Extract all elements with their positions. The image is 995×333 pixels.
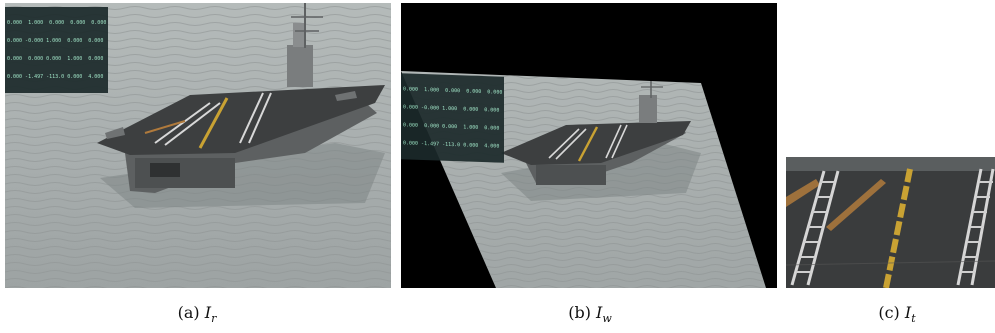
deck-ladder-right-2: [248, 92, 272, 144]
ladder-right-rungs: [961, 181, 993, 273]
island-upper: [293, 23, 305, 47]
deck-seam: [786, 260, 995, 266]
caption-b-label: (b): [568, 303, 591, 322]
caption-a-subscript: r: [211, 312, 217, 326]
caption-c-label: (c): [878, 303, 900, 322]
ladder-right-rail: [956, 168, 983, 286]
hud-line: 0.000 -1.497 -113.0 0.000 4.000: [7, 74, 104, 80]
hud-line: 0.000 1.000 0.000 0.000 0.000: [7, 20, 107, 26]
caption-a-label: (a): [177, 303, 200, 322]
deck-yellow-line: [198, 97, 229, 149]
deck-ladder-left: [154, 102, 211, 144]
ship-shadow: [100, 143, 385, 208]
caption-b: (b) Iw: [568, 303, 612, 325]
warped-ladder-left-2: [555, 128, 587, 160]
warped-yellow-line: [577, 126, 599, 162]
warped-flight-deck: [501, 121, 691, 165]
deck-ladder-right: [239, 92, 264, 144]
deck-ladder-left-2: [164, 102, 221, 146]
caption-c-subscript: t: [911, 312, 916, 326]
caption-b-symbol: I: [596, 303, 603, 322]
island: [287, 45, 313, 87]
warped-ladder-left: [548, 128, 580, 159]
aircraft: [105, 127, 125, 139]
caption-a-symbol: I: [204, 303, 212, 322]
hud-line: 0.000 0.000 0.000 1.000 0.000: [7, 56, 104, 62]
flight-deck: [97, 85, 385, 155]
reference-image: 0.000 1.000 0.000 0.000 0.000 0.000 -0.0…: [5, 3, 391, 288]
hangar-opening: [150, 163, 180, 177]
orange-marking: [786, 179, 820, 207]
hud-line: 0.000 -0.000 1.000 0.000 0.000: [7, 38, 104, 44]
template-image: [786, 157, 995, 288]
ladder-left-rungs: [796, 181, 835, 273]
deck-edge-top: [786, 157, 995, 171]
orange-marking-2: [826, 179, 886, 231]
warped-ladder-right-2: [611, 124, 628, 159]
caption-b-subscript: w: [602, 312, 612, 326]
warped-hud-line: 0.000 -0.000 1.000 0.000 0.000: [403, 104, 500, 114]
deck-orange-line: [144, 120, 186, 134]
warped-hud-line: 0.000 -1.497 -113.0 0.000 4.000: [403, 140, 500, 150]
deck-closeup: [786, 157, 995, 288]
warped-hull-side: [536, 165, 606, 185]
warped-hud-line: 0.000 1.000 0.000 0.000 0.000: [403, 86, 503, 96]
yellow-centerline: [883, 168, 913, 288]
caption-c: (c) It: [878, 303, 915, 325]
warped-hud-overlay: 0.000 1.000 0.000 0.000 0.000 0.000 -0.0…: [401, 73, 505, 163]
warped-hud-line: 0.000 0.000 0.000 1.000 0.000: [403, 122, 500, 132]
caption-a: (a) Ir: [178, 303, 217, 325]
warped-ladder-right: [605, 124, 622, 159]
hud-overlay: 0.000 1.000 0.000 0.000 0.000 0.000 -0.0…: [5, 7, 109, 93]
aircraft-2: [335, 91, 357, 101]
warped-island: [639, 95, 657, 123]
caption-c-symbol: I: [904, 303, 912, 322]
warped-image: 0.000 1.000 0.000 0.000 0.000 0.000 -0.0…: [401, 3, 777, 288]
